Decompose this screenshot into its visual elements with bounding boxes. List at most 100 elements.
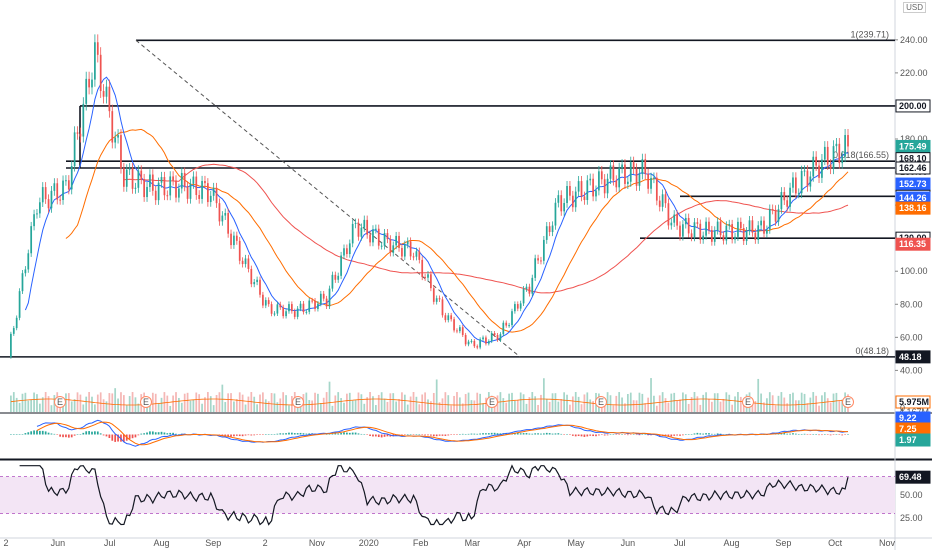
candle-body xyxy=(734,236,736,240)
volume-bar xyxy=(800,392,803,412)
earnings-marker-icon[interactable] xyxy=(842,396,854,408)
price-tag-label: 69.48 xyxy=(899,472,922,482)
macd-histogram-bar xyxy=(699,433,702,435)
volume-bar xyxy=(566,394,568,412)
price-tick-label: 100.00 xyxy=(900,266,928,276)
candle-body xyxy=(435,298,438,302)
candle-body xyxy=(233,235,235,246)
macd-histogram-bar xyxy=(50,433,53,435)
earnings-marker-icon[interactable] xyxy=(486,396,498,408)
macd-histogram-bar xyxy=(615,434,618,435)
macd-histogram-bar xyxy=(710,433,713,435)
price-tag[interactable]: 200.00 xyxy=(895,99,931,113)
candle-body xyxy=(366,219,369,235)
candle-body xyxy=(696,222,699,224)
candle-body xyxy=(30,226,33,254)
price-tag[interactable]: 116.35 xyxy=(895,237,931,251)
macd-tag[interactable]: 1.97 xyxy=(895,433,931,447)
volume-bar xyxy=(832,393,835,412)
candle-body xyxy=(803,170,806,172)
price-tag[interactable]: 138.16 xyxy=(895,201,931,215)
price-tag[interactable]: 48.18 xyxy=(895,350,931,364)
earnings-marker-label: E xyxy=(745,397,751,407)
volume-bar xyxy=(224,402,227,412)
earnings-marker-label: E xyxy=(845,397,851,407)
macd-histogram-bar xyxy=(577,434,580,437)
macd-histogram-bar xyxy=(149,431,151,435)
macd-histogram-bar xyxy=(612,434,615,435)
volume-bar xyxy=(763,402,765,412)
candle-body xyxy=(395,235,398,246)
candle-body xyxy=(829,164,832,169)
macd-histogram-bar xyxy=(777,433,780,435)
candle-body xyxy=(192,176,195,184)
volume-bar xyxy=(114,388,117,412)
candle-body xyxy=(516,304,519,309)
volume-bar xyxy=(838,400,841,412)
macd-histogram-bar xyxy=(357,433,360,435)
macd-histogram-bar xyxy=(290,432,293,435)
macd-tag[interactable]: 7.25 xyxy=(895,422,931,436)
volume-bar xyxy=(392,393,395,412)
volume-bar xyxy=(777,395,780,412)
time-tick-label: Feb xyxy=(413,538,429,548)
earnings-marker-icon[interactable] xyxy=(292,396,304,408)
macd-histogram-bar xyxy=(374,434,377,437)
macd-histogram-bar xyxy=(800,434,803,435)
macd-histogram-bar xyxy=(401,434,403,436)
volume-bar xyxy=(282,392,285,412)
macd-histogram-bar xyxy=(522,433,525,435)
candle-body xyxy=(102,91,105,97)
macd-histogram-bar xyxy=(540,433,542,435)
candle-body xyxy=(708,221,710,231)
candle-body xyxy=(256,279,258,283)
volume-bar xyxy=(44,392,47,412)
earnings-marker-icon[interactable] xyxy=(595,396,607,408)
volume-tag[interactable]: 5.975M xyxy=(895,395,931,409)
volume-bar xyxy=(684,394,687,412)
macd-histogram-bar xyxy=(114,434,117,442)
volume-bar xyxy=(650,378,652,412)
candle-body xyxy=(838,143,841,164)
macd-histogram-bar xyxy=(624,434,626,435)
macd-tag[interactable]: 9.22 xyxy=(895,411,931,425)
price-tag[interactable]: 144.26 xyxy=(895,191,931,205)
macd-histogram-bar xyxy=(479,433,482,435)
candle-body xyxy=(618,168,621,188)
candle-body xyxy=(230,233,232,246)
price-tag[interactable]: 162.46 xyxy=(895,161,931,175)
earnings-marker-icon[interactable] xyxy=(54,396,66,408)
candle-body xyxy=(421,259,424,277)
price-tag[interactable]: 175.49 xyxy=(895,139,931,153)
earnings-marker-icon[interactable] xyxy=(742,396,754,408)
earnings-marker-label: E xyxy=(143,397,149,407)
rsi-tag[interactable]: 69.48 xyxy=(895,470,931,484)
earnings-marker-icon[interactable] xyxy=(140,396,152,408)
volume-bar xyxy=(15,397,18,412)
candle-body xyxy=(204,180,206,184)
volume-bar xyxy=(218,392,221,412)
macd-histogram-bar xyxy=(369,434,371,436)
volume-bar xyxy=(169,405,172,412)
candle-body xyxy=(328,288,331,307)
candle-body xyxy=(146,186,148,198)
candle-body xyxy=(821,159,823,178)
price-tick-label: 240.00 xyxy=(900,35,928,45)
currency-label[interactable]: USD xyxy=(903,2,926,13)
candle-body xyxy=(774,209,777,222)
price-tag[interactable]: 152.73 xyxy=(895,177,931,191)
volume-bar xyxy=(719,401,722,412)
candle-body xyxy=(684,217,687,225)
volume-bar xyxy=(638,392,641,412)
macd-histogram-bar xyxy=(76,434,79,435)
macd-histogram-bar xyxy=(241,434,244,437)
candle-body xyxy=(183,172,186,187)
macd-histogram-bar xyxy=(117,434,119,442)
volume-bar xyxy=(160,397,163,412)
candle-body xyxy=(600,171,603,180)
candle-body xyxy=(499,334,502,340)
volume-bar xyxy=(403,394,406,412)
candle-body xyxy=(273,313,276,315)
candle-body xyxy=(348,243,351,255)
